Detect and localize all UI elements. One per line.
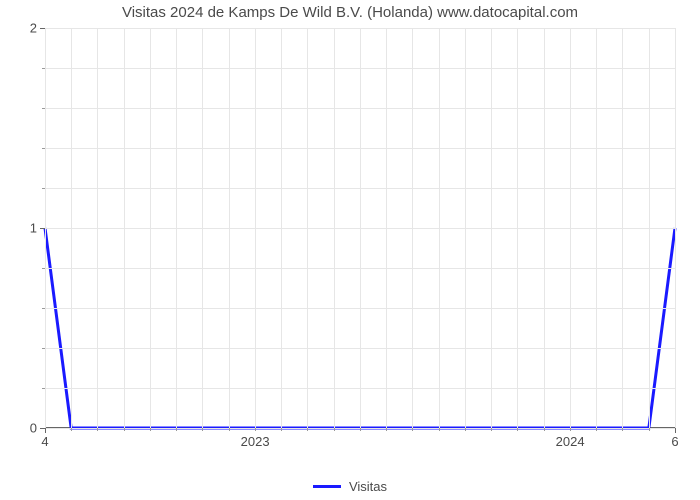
x-minor-tick [439,428,440,431]
x-minor-tick [176,428,177,431]
gridline-h [45,348,675,349]
y-tick-label: 1 [30,221,37,236]
x-minor-tick [307,428,308,431]
y-minor-tick [42,68,45,69]
x-minor-tick [386,428,387,431]
x-minor-tick [517,428,518,431]
gridline-h [45,228,675,229]
y-minor-tick [42,388,45,389]
gridline-h [45,268,675,269]
legend: Visitas [0,478,700,494]
x-tick-label: 4 [41,434,48,449]
chart-container: Visitas 2024 de Kamps De Wild B.V. (Hola… [0,0,700,500]
y-minor-tick [42,268,45,269]
x-minor-tick [491,428,492,431]
x-minor-tick [544,428,545,431]
gridline-h [45,28,675,29]
y-minor-tick [42,308,45,309]
gridline-h [45,108,675,109]
y-minor-tick [42,148,45,149]
x-tick [45,428,46,433]
x-minor-tick [124,428,125,431]
y-tick-label: 2 [30,21,37,36]
x-minor-tick [255,428,256,431]
x-minor-tick [281,428,282,431]
y-minor-tick [42,108,45,109]
x-minor-tick [412,428,413,431]
gridline-h [45,68,675,69]
y-minor-tick [42,348,45,349]
legend-label: Visitas [349,479,387,494]
x-minor-tick [150,428,151,431]
y-tick-label: 0 [30,421,37,436]
chart-title: Visitas 2024 de Kamps De Wild B.V. (Hola… [0,4,700,21]
x-minor-tick [622,428,623,431]
x-tick-label: 6 [671,434,678,449]
x-minor-tick [202,428,203,431]
x-minor-tick [229,428,230,431]
y-tick [40,28,45,29]
x-minor-tick [360,428,361,431]
x-minor-tick [465,428,466,431]
gridline-h [45,148,675,149]
x-minor-tick [649,428,650,431]
legend-swatch [313,485,341,488]
gridline-h [45,308,675,309]
x-minor-tick [570,428,571,431]
x-axis-label: 2023 [241,434,270,449]
x-minor-tick [97,428,98,431]
y-minor-tick [42,188,45,189]
gridline-h [45,188,675,189]
gridline-h [45,388,675,389]
x-axis-label: 2024 [556,434,585,449]
y-tick [40,228,45,229]
x-minor-tick [334,428,335,431]
x-tick [675,428,676,433]
x-minor-tick [596,428,597,431]
x-minor-tick [71,428,72,431]
plot-area: 0124620232024 [45,28,675,428]
